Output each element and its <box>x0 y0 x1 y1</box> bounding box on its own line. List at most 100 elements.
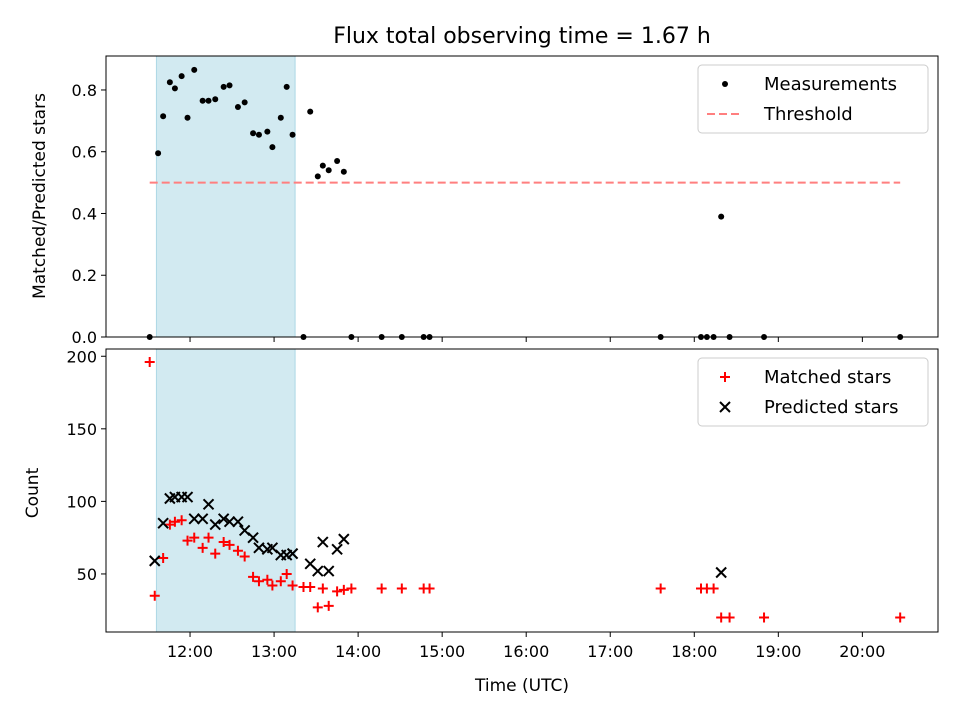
bottom-predicted-stars-point <box>338 533 350 545</box>
top-measurements-point <box>269 144 276 151</box>
bottom-matched-stars-point <box>305 582 316 593</box>
top-measurements-point <box>184 114 191 121</box>
bottom-predicted-stars-point <box>223 515 236 528</box>
top-measurements-point <box>199 97 206 104</box>
bottom-matched-stars-point <box>759 612 770 623</box>
top-legend-box <box>697 64 929 134</box>
bottom-predicted-stars-point <box>715 566 727 579</box>
top-axes-frame <box>105 55 939 338</box>
bottom-predicted-stars-point <box>331 543 343 555</box>
top-measurements-point <box>160 113 167 120</box>
x-tick-label: 15:00 <box>419 642 465 661</box>
bottom-matched-stars-point <box>267 580 278 591</box>
bottom-legend-box <box>697 357 929 427</box>
top-legend-threshold-label: Threshold <box>763 104 853 125</box>
bottom-legend: Matched stars Predicted stars <box>697 357 929 427</box>
top-y-tick-label: 0.2 <box>72 266 97 285</box>
bottom-matched-stars-point <box>232 545 243 556</box>
top-measurements-point <box>234 103 241 110</box>
top-measurements-point <box>307 108 314 115</box>
top-y-tick-label: 0.8 <box>72 81 97 100</box>
bottom-matched-stars-point <box>332 586 343 597</box>
bottom-matched-stars-point <box>248 571 259 582</box>
x-tick-label: 20:00 <box>839 642 885 661</box>
bottom-shaded-span <box>155 348 296 633</box>
bottom-matched-stars-point <box>164 519 175 530</box>
x-tick-label: 12:00 <box>167 642 213 661</box>
bottom-matched-stars-point <box>149 590 160 601</box>
x-tick-label: 19:00 <box>755 642 801 661</box>
bottom-matched-stars-point <box>253 576 264 587</box>
bottom-y-tick-label: 200 <box>66 347 97 366</box>
bottom-matched-stars-point <box>396 583 407 594</box>
top-legend: Measurements Threshold <box>697 64 929 134</box>
top-measurements-point <box>334 157 341 164</box>
top-measurements-point <box>340 168 347 175</box>
bottom-y-tick-label: 100 <box>66 492 97 511</box>
bottom-matched-stars-point <box>716 612 727 623</box>
x-tick-label: 16:00 <box>503 642 549 661</box>
bottom-predicted-stars-point <box>286 547 299 560</box>
bottom-matched-stars-point <box>317 583 328 594</box>
bottom-predicted-stars-point <box>157 517 169 529</box>
bottom-predicted-stars-point <box>322 565 335 577</box>
bottom-matched-stars-point <box>287 580 298 591</box>
bottom-legend-predicted-stars-label: Predicted stars <box>764 397 898 418</box>
bottom-matched-stars-point <box>376 583 387 594</box>
bottom-matched-stars-point <box>203 532 214 543</box>
bottom-predicted-stars-point <box>217 513 230 525</box>
x-tick-label: 13:00 <box>251 642 297 661</box>
top-measurements-point <box>264 128 271 135</box>
bottom-predicted-stars-point <box>149 555 161 567</box>
bottom-matched-stars-point <box>655 583 666 594</box>
top-measurements-point <box>220 83 227 90</box>
bottom-predicted-stars-point <box>317 536 329 548</box>
top-measurements-point <box>155 150 162 157</box>
top-measurements-point <box>289 131 296 138</box>
bottom-matched-stars-point <box>346 583 357 594</box>
bottom-legend-matched-stars-label: Matched stars <box>764 367 891 388</box>
bottom-matched-stars-point <box>169 516 180 527</box>
bottom-legend-matched-stars-marker <box>720 372 730 382</box>
top-measurements-point <box>226 82 233 89</box>
bottom-predicted-stars-point <box>232 515 244 528</box>
bottom-y-tick-label: 150 <box>66 420 97 439</box>
bottom-matched-stars-point <box>323 600 334 611</box>
top-measurements-point <box>283 83 290 90</box>
x-axis-label: Time (UTC) <box>474 676 569 696</box>
top-y-axis-label: Matched/Predicted stars <box>30 93 50 299</box>
top-measurements-point <box>166 79 173 86</box>
top-measurements-point <box>718 213 725 220</box>
bottom-matched-stars-point <box>281 568 292 579</box>
top-y-tick-label: 0.6 <box>72 143 97 162</box>
top-measurements-point <box>171 85 178 92</box>
bottom-matched-stars-point <box>424 583 435 594</box>
bottom-matched-stars-point <box>144 357 155 368</box>
bottom-matched-stars-point <box>895 612 906 623</box>
bottom-panel: 50 100 150 200 12:00 13:00 14:00 15:00 16:00 17:0… <box>66 347 939 661</box>
bottom-legend-predicted-stars-marker <box>719 401 731 413</box>
bottom-matched-stars-point <box>724 612 735 623</box>
bottom-matched-stars-point <box>224 539 235 550</box>
bottom-matched-stars-point <box>189 532 200 543</box>
bottom-matched-stars-point <box>708 583 719 594</box>
top-legend-measurements-marker <box>722 81 728 87</box>
top-measurements-point <box>205 97 212 104</box>
bottom-matched-stars-point <box>197 542 208 553</box>
bottom-matched-stars-point <box>312 602 323 613</box>
bottom-matched-stars-point <box>239 551 250 562</box>
bottom-matched-stars-point <box>182 535 193 546</box>
bottom-predicted-stars-point <box>188 513 200 525</box>
top-y-tick-label: 0.4 <box>72 204 97 223</box>
top-measurements-point <box>250 130 257 137</box>
top-measurements-point <box>191 66 198 73</box>
figure-title: Flux total observing time = 1.67 h <box>333 24 711 49</box>
bottom-matched-stars-point <box>218 537 229 548</box>
bottom-matched-stars-point <box>262 574 273 585</box>
top-panel: 0.0 0.2 0.4 0.6 0.8 Measurements Threshold <box>72 55 939 347</box>
bottom-matched-stars-point <box>338 584 349 595</box>
top-shaded-span <box>155 55 296 338</box>
bottom-matched-stars-point <box>275 576 286 587</box>
bottom-matched-stars-point <box>176 515 187 526</box>
top-measurements-point <box>212 96 219 103</box>
